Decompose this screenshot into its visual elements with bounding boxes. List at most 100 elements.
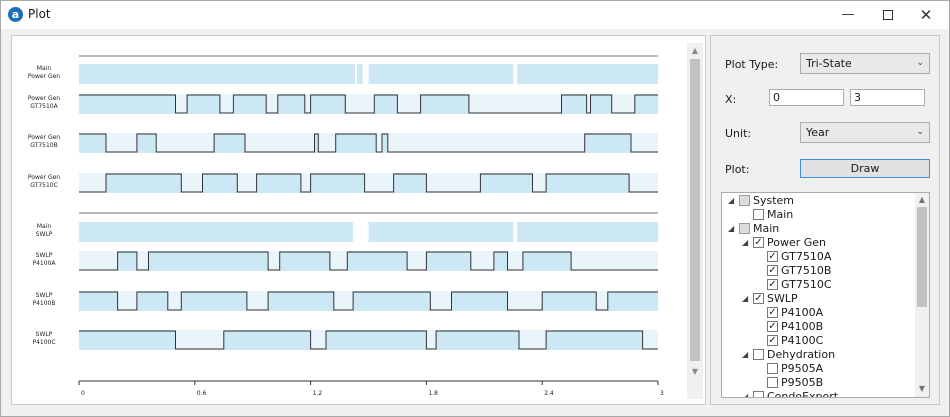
tree-checkbox[interactable] (753, 349, 764, 360)
maximize-icon (883, 9, 893, 20)
group-state-bar (368, 64, 514, 84)
state-up-segment (382, 133, 388, 153)
title-bar: a Plot — ✕ (1, 1, 949, 29)
group-state-bar (79, 222, 354, 242)
track-background (79, 94, 658, 114)
app-logo-icon: a (8, 7, 23, 22)
state-up-segment (546, 173, 630, 193)
track-label: SWLP (36, 252, 53, 259)
state-line (79, 173, 658, 193)
x-tick-label: 1.8 (428, 390, 438, 397)
equipment-tree[interactable]: ◢ CondoExport P9505B P9505A ◢ Dehydration ✓ P41… (721, 192, 930, 398)
group-state-bar (356, 64, 363, 84)
tree-scroll-down-icon[interactable]: ▼ (918, 384, 926, 393)
tree-item-label: Dehydration (767, 348, 836, 361)
minimize-button[interactable]: — (841, 7, 855, 22)
tree-item-label: P4100B (781, 320, 824, 333)
group-state-bar (368, 222, 514, 242)
tree-item-label: Power Gen (767, 236, 827, 249)
state-up-segment (79, 94, 176, 114)
expand-arrow-icon[interactable]: ◢ (728, 224, 735, 233)
tree-item-label: P9505A (781, 362, 824, 375)
state-up-segment (326, 330, 427, 350)
state-up-segment (79, 133, 107, 153)
close-button[interactable]: ✕ (919, 6, 933, 24)
tree-scroll-up-icon[interactable]: ▲ (918, 195, 926, 204)
tree-checkbox[interactable]: ✓ (767, 279, 778, 290)
draw-button[interactable]: Draw (800, 159, 930, 178)
scroll-down-arrow-icon[interactable]: ▼ (691, 367, 699, 376)
track-label: GT7510C (30, 182, 58, 189)
tree-checkbox[interactable]: ✓ (767, 307, 778, 318)
track-label: Power Gen (28, 73, 60, 80)
state-line (79, 330, 658, 350)
state-line (79, 291, 658, 311)
tree-checkbox[interactable] (739, 223, 750, 234)
track-label: Main (37, 223, 52, 230)
track-label: Power Gen (28, 95, 60, 102)
expand-arrow-icon[interactable]: ◢ (728, 196, 735, 205)
state-up-segment (634, 94, 658, 114)
tree-checkbox[interactable]: ✓ (767, 265, 778, 276)
x-tick-label: 1.2 (313, 390, 323, 397)
maximize-button[interactable] (865, 1, 911, 29)
expand-arrow-icon[interactable]: ◢ (742, 294, 749, 303)
expand-arrow-icon[interactable]: ◢ (742, 238, 749, 247)
tree-item-label: P9505B (781, 376, 824, 389)
tree-vertical-scrollbar[interactable]: ▲ ▼ (915, 193, 929, 397)
state-up-segment (277, 94, 305, 114)
state-up-segment (106, 173, 182, 193)
track-label: SWLP (36, 331, 53, 338)
scroll-up-arrow-icon[interactable]: ▲ (691, 46, 699, 55)
tree-item-label: Main (767, 208, 794, 221)
tree-scroll-thumb[interactable] (917, 207, 927, 307)
tree-checkbox[interactable] (753, 391, 764, 397)
tree-checkbox[interactable] (753, 209, 764, 220)
tree-checkbox[interactable] (767, 377, 778, 388)
track-label: SWLP (36, 292, 53, 299)
tree-checkbox[interactable]: ✓ (753, 293, 764, 304)
settings-panel: Plot Type: Tri-State ⌄ X: 0 3 Unit: Year… (710, 35, 940, 405)
state-up-segment (136, 291, 168, 311)
tree-checkbox[interactable]: ✓ (767, 251, 778, 262)
state-up-segment (233, 94, 267, 114)
scroll-thumb[interactable] (690, 59, 700, 361)
track-label: SWLP (36, 231, 53, 238)
chevron-down-icon: ⌄ (916, 58, 924, 68)
state-up-segment (202, 173, 238, 193)
state-up-segment (374, 94, 398, 114)
x-from-input[interactable]: 0 (769, 89, 844, 106)
state-up-segment (436, 330, 520, 350)
x-to-input[interactable]: 3 (850, 89, 925, 106)
unit-select[interactable]: Year ⌄ (800, 122, 930, 143)
x-tick-label: 2.4 (544, 390, 554, 397)
chevron-down-icon: ⌄ (916, 127, 924, 137)
plot-vertical-scrollbar[interactable]: ▲ ▼ (687, 43, 703, 399)
state-up-segment (584, 133, 631, 153)
group-state-bar (79, 64, 355, 84)
state-up-segment (310, 94, 346, 114)
tree-item-label: GT7510A (781, 250, 832, 263)
track-label: GT7510B (30, 142, 58, 149)
tree-item-label: System (753, 194, 795, 207)
tree-checkbox[interactable]: ✓ (767, 335, 778, 346)
state-up-segment (426, 251, 471, 271)
state-line (79, 133, 658, 153)
state-up-segment (522, 251, 572, 271)
plot-type-select[interactable]: Tri-State ⌄ (800, 53, 930, 74)
tree-item-label: P4100C (781, 334, 824, 347)
tree-item-label: GT7510C (781, 278, 832, 291)
tree-checkbox[interactable]: ✓ (753, 237, 764, 248)
tree-checkbox[interactable] (767, 363, 778, 374)
state-up-segment (451, 291, 508, 311)
track-label: Main (37, 65, 52, 72)
plot-area: Main Power Gen Power Gen GT7510A Power Gen GT… (11, 35, 706, 405)
state-up-segment (117, 251, 137, 271)
tree-checkbox[interactable] (739, 195, 750, 206)
expand-arrow-icon[interactable]: ◢ (742, 392, 749, 398)
expand-arrow-icon[interactable]: ◢ (742, 350, 749, 359)
state-up-segment (353, 291, 431, 311)
tree-checkbox[interactable]: ✓ (767, 321, 778, 332)
state-up-segment (335, 133, 377, 153)
